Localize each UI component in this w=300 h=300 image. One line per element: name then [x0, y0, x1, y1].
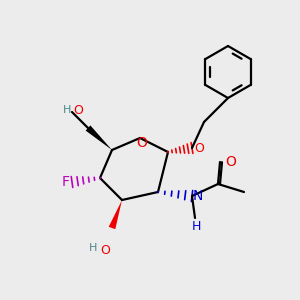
Text: O: O [136, 136, 147, 150]
Text: N: N [193, 189, 203, 203]
Text: F: F [62, 175, 70, 189]
Text: O: O [194, 142, 204, 154]
Text: O: O [225, 155, 236, 169]
Text: H: H [88, 243, 97, 253]
Text: H: H [191, 220, 201, 233]
Text: O: O [73, 103, 83, 116]
Polygon shape [109, 200, 122, 229]
Text: H: H [63, 105, 71, 115]
Text: O: O [100, 244, 110, 257]
Polygon shape [85, 125, 112, 150]
